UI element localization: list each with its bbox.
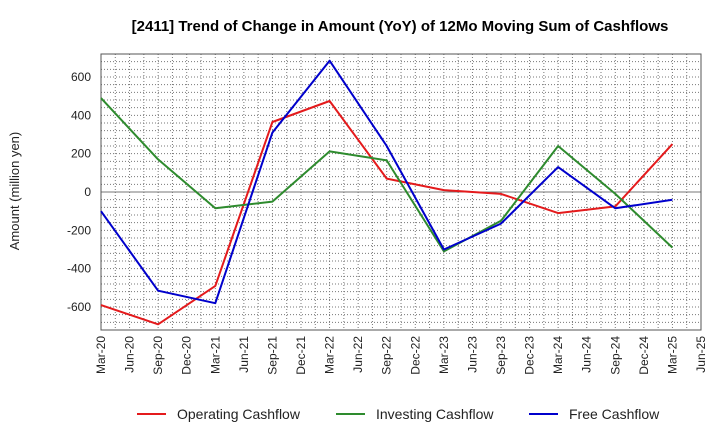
x-tick-label: Mar-20: [94, 336, 108, 374]
series-line: [100, 59, 673, 305]
x-tick-label: Dec-23: [523, 336, 537, 375]
x-tick-label: Dec-20: [180, 336, 194, 375]
x-tick-label: Mar-23: [437, 336, 451, 374]
y-tick-label: 600: [71, 70, 91, 84]
legend-label: Free Cashflow: [569, 406, 660, 422]
x-tick-label: Mar-25: [665, 336, 679, 374]
x-tick-label: Mar-21: [208, 336, 222, 374]
x-tick-label: Jun-20: [123, 336, 137, 373]
y-tick-label: -400: [67, 262, 91, 276]
plot-area: -600 -400 -200 0 200 400 600 Mar-20 Jun-20 Sep-20…: [67, 53, 708, 375]
y-tick-label: 400: [71, 108, 91, 122]
x-tick-label: Jun-25: [694, 336, 708, 373]
legend: Operating Cashflow Investing Cashflow Free…: [137, 406, 660, 422]
y-tick-label: 200: [71, 147, 91, 161]
x-tick-label: Sep-20: [151, 336, 165, 375]
x-tick-label: Dec-22: [408, 336, 422, 375]
series-line: [100, 97, 674, 253]
x-tick-label: Sep-24: [608, 336, 622, 375]
x-tick-label: Sep-22: [380, 336, 394, 375]
y-tick-label: 0: [84, 185, 91, 199]
y-axis-title: Amount (million yen): [7, 132, 22, 251]
x-tick-label: Sep-21: [265, 336, 279, 375]
y-tick-label: -200: [67, 223, 91, 237]
x-tick-label: Mar-22: [323, 336, 337, 374]
x-tick-label: Dec-24: [637, 336, 651, 375]
plot-frame: [100, 53, 702, 331]
chart-title: [2411] Trend of Change in Amount (YoY) o…: [132, 18, 669, 35]
legend-label: Operating Cashflow: [177, 406, 301, 422]
x-tick-label: Jun-21: [237, 336, 251, 373]
legend-label: Investing Cashflow: [376, 406, 494, 422]
y-tick-label: -600: [67, 300, 91, 314]
x-tick-label: Mar-24: [551, 336, 565, 374]
x-tick-label: Sep-23: [494, 336, 508, 375]
x-tick-label: Jun-22: [351, 336, 365, 373]
x-tick-label: Jun-23: [465, 336, 479, 373]
x-tick-label: Jun-24: [580, 336, 594, 373]
x-tick-label: Dec-21: [294, 336, 308, 375]
